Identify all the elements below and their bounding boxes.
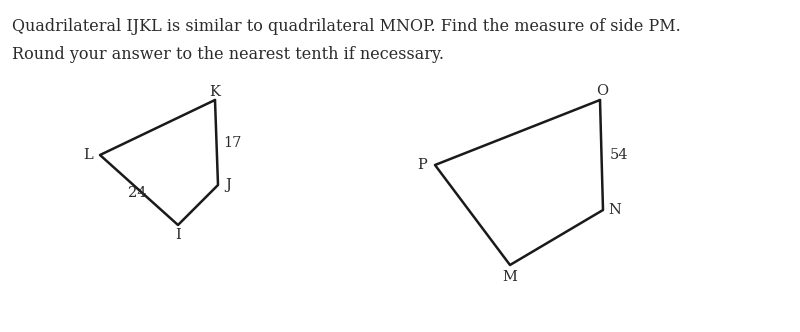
Text: K: K [210,85,221,99]
Text: O: O [596,84,608,98]
Text: P: P [417,158,427,172]
Text: M: M [502,270,518,284]
Text: I: I [175,228,181,242]
Text: Round your answer to the nearest tenth if necessary.: Round your answer to the nearest tenth i… [12,46,444,63]
Text: 17: 17 [223,136,242,150]
Text: 24: 24 [128,186,146,200]
Text: 54: 54 [610,148,629,162]
Text: J: J [225,178,231,192]
Text: N: N [609,203,622,217]
Text: L: L [83,148,93,162]
Text: Quadrilateral IJKL is similar to quadrilateral MNOP. Find the measure of side PM: Quadrilateral IJKL is similar to quadril… [12,18,681,35]
